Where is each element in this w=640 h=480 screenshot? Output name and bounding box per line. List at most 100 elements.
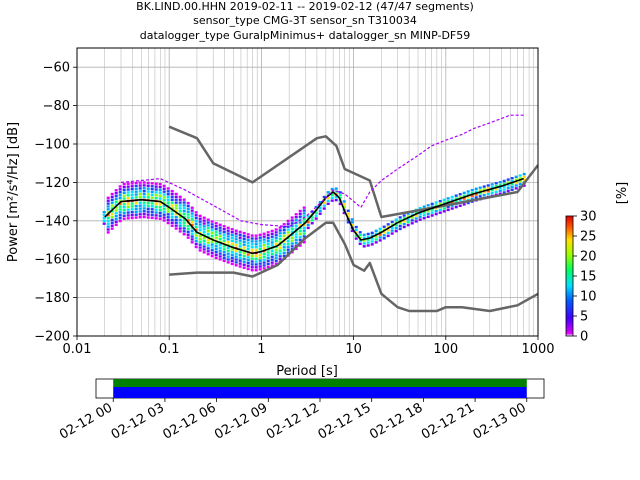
colorbar-tick-label: 30 xyxy=(580,210,597,225)
pdf-cell xyxy=(222,225,226,228)
pdf-cell xyxy=(298,209,302,213)
pdf-cell xyxy=(254,248,258,252)
pdf-cell xyxy=(138,187,142,190)
pdf-cell xyxy=(358,239,362,243)
pdf-cell xyxy=(166,198,170,202)
pdf-cell xyxy=(146,201,150,205)
x-tick-label: 100 xyxy=(433,342,458,357)
pdf-cell xyxy=(210,240,214,243)
pdf-cell xyxy=(206,224,210,227)
pdf-cell xyxy=(118,196,122,200)
pdf-cell xyxy=(254,254,258,258)
pdf-cell xyxy=(502,182,506,186)
pdf-cell xyxy=(122,214,126,218)
plot-frame xyxy=(76,47,539,337)
pdf-cell xyxy=(146,184,150,188)
pdf-cell xyxy=(302,223,306,227)
pdf-cell xyxy=(298,224,302,227)
pdf-cell xyxy=(222,248,226,251)
pdf-cell xyxy=(138,192,142,196)
pdf-cell xyxy=(250,268,254,272)
pdf-cell xyxy=(154,188,158,191)
pdf-cell xyxy=(318,212,322,215)
pdf-cell xyxy=(202,251,206,254)
pdf-cell xyxy=(262,255,266,259)
pdf-cell xyxy=(158,182,162,186)
pdf-cell xyxy=(194,222,198,226)
pdf-cell xyxy=(246,244,250,248)
pdf-cell xyxy=(442,210,446,213)
pdf-cell xyxy=(454,194,458,197)
y-axis-label: Power [m²/s⁴/Hz] [dB] xyxy=(6,122,21,262)
pdf-cell xyxy=(234,249,238,253)
pdf-cell xyxy=(378,239,382,242)
pdf-cell xyxy=(130,202,134,205)
pdf-cell xyxy=(346,221,350,224)
pdf-cell xyxy=(274,242,278,246)
pdf-cell xyxy=(154,196,158,200)
pdf-cell xyxy=(194,234,198,237)
pdf-cell xyxy=(494,184,498,188)
pdf-cell xyxy=(458,193,462,196)
pdf-cell xyxy=(154,202,158,206)
pdf-cell xyxy=(210,226,214,229)
pdf-cell xyxy=(282,228,286,232)
pdf-cell xyxy=(362,245,366,248)
pdf-cell xyxy=(294,247,298,251)
pdf-cell xyxy=(458,204,462,207)
y-tick-label: −180 xyxy=(34,291,70,306)
pdf-cell xyxy=(478,186,482,189)
pdf-cell xyxy=(282,251,286,255)
pdf-cell xyxy=(282,231,286,235)
pdf-cell xyxy=(442,201,446,204)
pdf-cell xyxy=(274,257,278,260)
pdf-cell xyxy=(186,227,190,231)
pdf-cell xyxy=(218,235,222,238)
plot-background xyxy=(77,48,538,336)
pdf-cell xyxy=(406,223,410,227)
pdf-cell xyxy=(190,235,194,238)
pdf-cell xyxy=(122,205,126,209)
pdf-cell xyxy=(334,198,338,202)
pdf-cell xyxy=(450,195,454,199)
pdf-cell xyxy=(502,191,506,194)
pdf-cell xyxy=(342,206,346,209)
pdf-cell xyxy=(158,185,162,189)
pdf-cell xyxy=(306,220,310,224)
pdf-cell xyxy=(438,202,442,206)
pdf-cell xyxy=(202,225,206,228)
pdf-cell xyxy=(250,257,254,260)
pdf-cell xyxy=(138,195,142,199)
pdf-cell xyxy=(234,235,238,238)
pdf-cell xyxy=(222,251,226,254)
pdf-cell xyxy=(202,228,206,231)
pdf-cell xyxy=(286,219,290,223)
pdf-cell xyxy=(182,233,186,236)
pdf-cell xyxy=(190,241,194,244)
pdf-cell xyxy=(218,223,222,226)
pdf-cell xyxy=(250,240,254,243)
pdf-cell xyxy=(254,257,258,260)
pdf-cell xyxy=(506,189,510,193)
pdf-cell xyxy=(110,207,114,210)
pdf-cell xyxy=(166,213,170,216)
pdf-cell xyxy=(170,218,174,222)
pdf-cell xyxy=(270,252,274,256)
pdf-cell xyxy=(186,213,190,216)
pdf-cell xyxy=(474,187,478,191)
pdf-cell xyxy=(498,192,502,195)
timeline-tick-label: 02-12 18 xyxy=(367,400,425,442)
pdf-cell xyxy=(382,225,386,228)
pdf-cell xyxy=(274,260,278,263)
pdf-cell xyxy=(258,265,262,268)
pdf-cell xyxy=(174,198,178,201)
pdf-cell xyxy=(134,207,138,211)
pdf-cell xyxy=(170,221,174,225)
pdf-cell xyxy=(206,229,210,233)
pdf-cell xyxy=(246,233,250,236)
pdf-cell xyxy=(406,221,410,224)
pdf-cell xyxy=(142,192,146,196)
pdf-cell xyxy=(358,231,362,234)
pdf-cell xyxy=(270,264,274,267)
pdf-cell xyxy=(338,191,342,194)
